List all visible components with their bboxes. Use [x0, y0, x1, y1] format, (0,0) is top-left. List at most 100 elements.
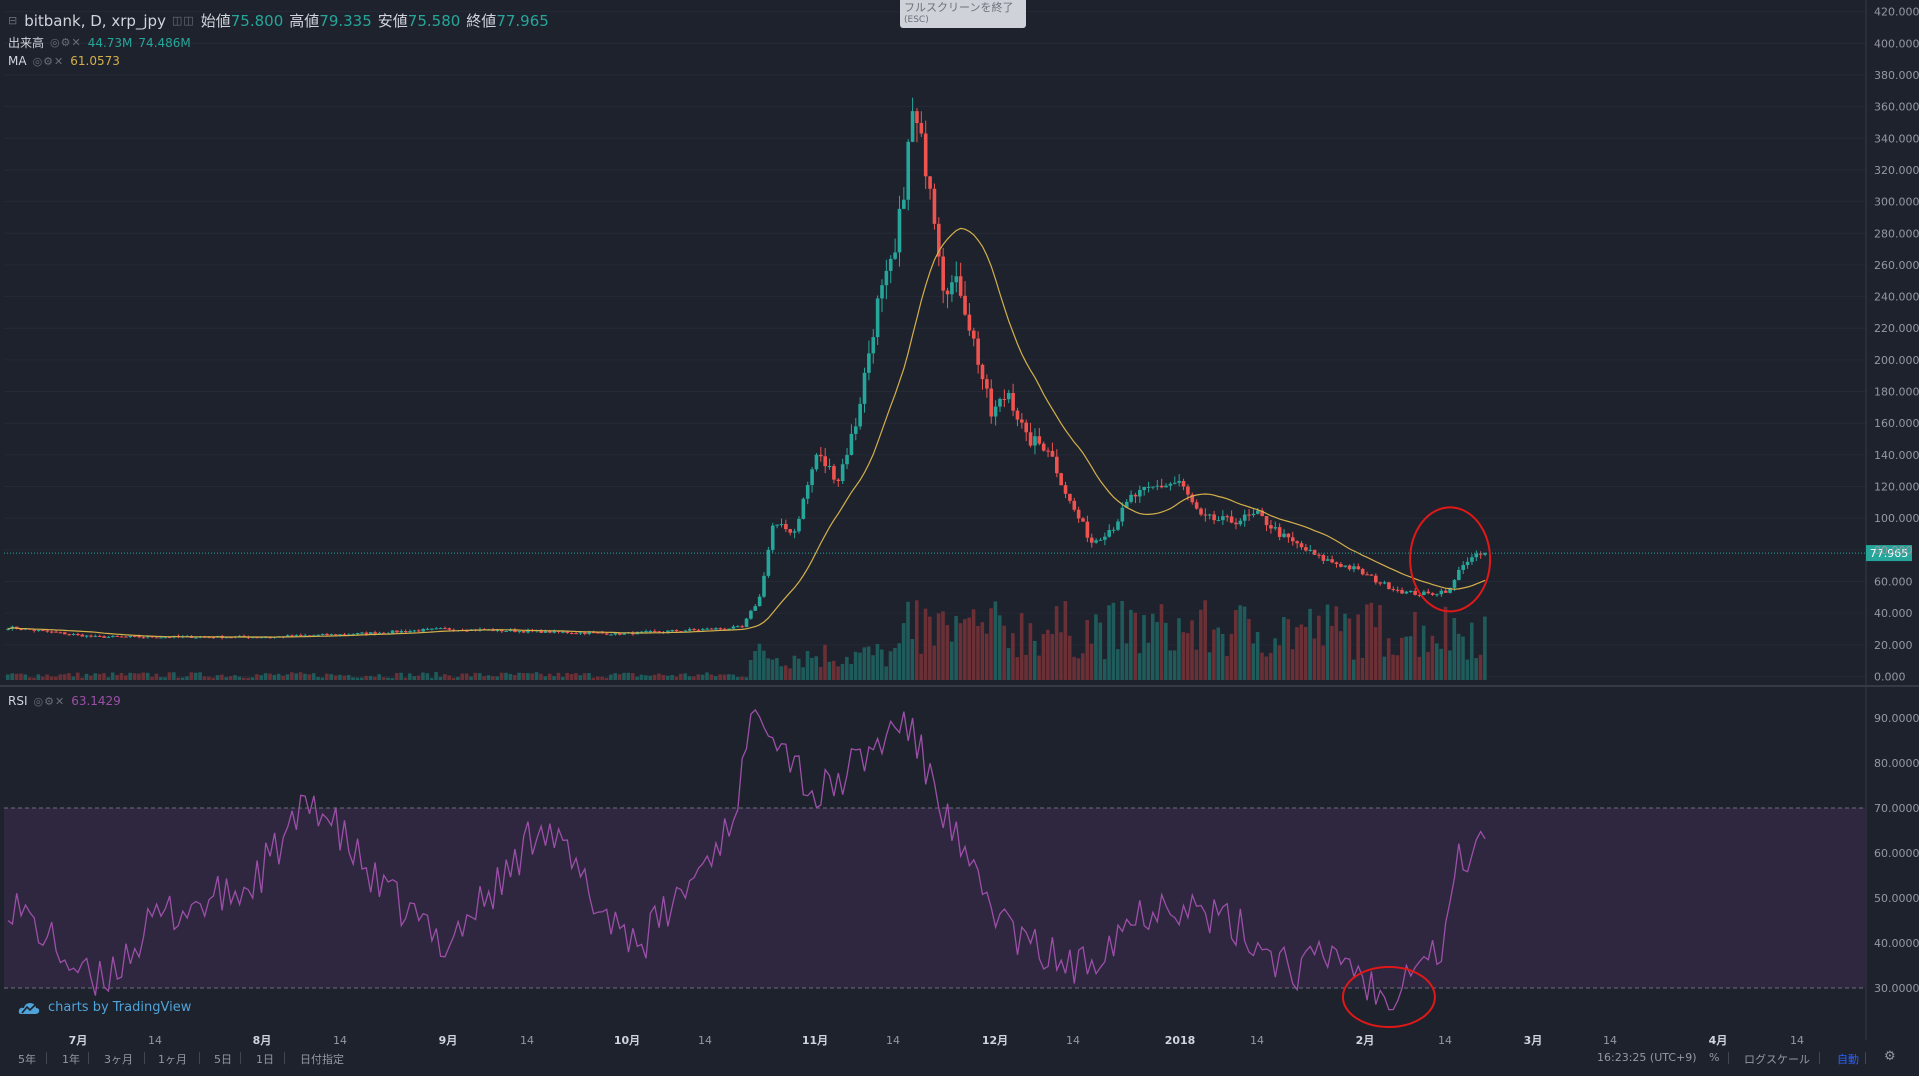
- time-axis-label: 14: [1438, 1034, 1452, 1047]
- volume-bar: [1129, 609, 1133, 680]
- volume-bar: [403, 677, 408, 680]
- candle-body: [360, 632, 364, 634]
- price-tick-label: 40.000: [1874, 607, 1913, 620]
- indicator-controls-icon[interactable]: ◎⚙✕: [33, 694, 66, 708]
- volume-bar: [381, 677, 386, 680]
- candle-body: [583, 632, 587, 634]
- candle-body: [517, 631, 522, 633]
- candle-body: [639, 631, 644, 633]
- candle-body: [722, 628, 727, 630]
- candle-body: [1374, 575, 1378, 583]
- rsi-tick-label: 80.0000: [1874, 757, 1919, 770]
- exit-fullscreen-key: (ESC): [904, 15, 929, 25]
- candle-body: [692, 629, 696, 631]
- symbol-name[interactable]: bitbank, D, xrp_jpy: [24, 11, 166, 30]
- volume-bar: [1303, 626, 1308, 680]
- candle-body: [285, 635, 290, 638]
- log-scale-button[interactable]: ログスケール: [1744, 1053, 1810, 1066]
- range-1y-button[interactable]: 1年: [62, 1053, 80, 1066]
- volume-bar: [1474, 658, 1478, 680]
- volume-bar: [115, 674, 119, 680]
- candle-body: [106, 636, 111, 638]
- price-tick-label: 20.000: [1874, 639, 1913, 652]
- candle-body: [1020, 419, 1024, 423]
- volume-bar: [1395, 655, 1400, 680]
- volume-bar: [54, 676, 58, 680]
- rsi-tick-label: 50.0000: [1874, 892, 1919, 905]
- settings-gear-icon[interactable]: ⚙: [1884, 1049, 1896, 1064]
- volume-bar: [193, 672, 198, 680]
- candle-body: [1129, 494, 1133, 502]
- ma-legend[interactable]: MA ◎⚙✕ 61.0573: [8, 54, 120, 68]
- exit-fullscreen-tooltip[interactable]: フルスクリーンを終了 (ESC): [900, 0, 1026, 28]
- candle-body: [294, 635, 299, 637]
- candle-body: [1229, 516, 1234, 523]
- volume-bar: [416, 675, 421, 680]
- volume-bar: [290, 672, 294, 680]
- candle-body: [32, 629, 37, 631]
- candle-body: [1063, 485, 1068, 494]
- volume-bar: [1094, 614, 1098, 680]
- volume-bar: [1282, 617, 1286, 680]
- candle-body: [845, 454, 849, 465]
- candle-body: [932, 188, 937, 224]
- volume-bar: [285, 674, 290, 680]
- candle-body: [255, 637, 259, 639]
- candle-body: [928, 176, 932, 189]
- rsi-legend[interactable]: RSI ◎⚙✕ 63.1429: [8, 694, 121, 708]
- candle-body: [1085, 521, 1090, 538]
- auto-scale-button[interactable]: 自動: [1837, 1053, 1859, 1066]
- candle-body: [1028, 432, 1033, 446]
- volume-bar: [276, 673, 281, 680]
- tradingview-credit[interactable]: charts by TradingView: [18, 1000, 191, 1015]
- custom-date-button[interactable]: 日付指定: [300, 1053, 344, 1066]
- volume-bar: [311, 673, 316, 680]
- volume-bar: [976, 625, 980, 680]
- range-5y-button[interactable]: 5年: [18, 1053, 36, 1066]
- legend-settings-icon[interactable]: ◫◫: [171, 14, 195, 27]
- volume-bar: [272, 674, 277, 680]
- percent-scale-button[interactable]: %: [1709, 1051, 1720, 1064]
- volume-bar: [19, 673, 23, 680]
- indicator-controls-icon[interactable]: ◎⚙✕: [50, 36, 82, 49]
- candle-body: [770, 525, 775, 550]
- range-3m-button[interactable]: 3ヶ月: [104, 1053, 133, 1066]
- candle-body: [1015, 410, 1020, 420]
- volume-bar: [1382, 656, 1387, 680]
- rsi-value: 63.1429: [71, 694, 121, 708]
- price-tick-label: 260.000: [1874, 259, 1919, 272]
- volume-bar: [958, 623, 963, 680]
- candle-body: [989, 388, 994, 417]
- candle-body: [159, 637, 163, 639]
- candle-body: [1186, 486, 1190, 495]
- candle-body: [403, 631, 408, 633]
- candle-body: [355, 633, 360, 635]
- candle-body: [753, 606, 758, 611]
- last-price-label: 77.965: [1870, 547, 1909, 560]
- volume-bar: [1085, 620, 1089, 680]
- candle-body: [565, 631, 570, 633]
- annotation-circle: [1341, 966, 1436, 1028]
- candle-body: [1339, 564, 1343, 567]
- candle-body: [1417, 594, 1422, 596]
- volume-bar: [434, 672, 438, 680]
- range-1m-button[interactable]: 1ヶ月: [158, 1053, 187, 1066]
- candle-body: [871, 337, 876, 354]
- candle-body: [797, 518, 801, 532]
- volume-bar: [1478, 654, 1483, 680]
- range-5d-button[interactable]: 5日: [214, 1053, 232, 1066]
- annotation-circle: [1409, 506, 1492, 613]
- volume-bar: [491, 676, 495, 680]
- candle-body: [902, 199, 906, 209]
- volume-legend[interactable]: 出来高 ◎⚙✕ 44.73M 74.486M: [8, 34, 191, 51]
- range-1d-button[interactable]: 1日: [256, 1053, 274, 1066]
- candle-body: [609, 634, 613, 636]
- candle-body: [858, 403, 862, 427]
- volume-bar: [1443, 606, 1448, 680]
- candle-body: [569, 632, 574, 634]
- volume-bar: [508, 673, 513, 680]
- candle-body: [102, 636, 106, 638]
- collapse-icon[interactable]: ⊟: [8, 14, 19, 27]
- indicator-controls-icon[interactable]: ◎⚙✕: [32, 54, 65, 68]
